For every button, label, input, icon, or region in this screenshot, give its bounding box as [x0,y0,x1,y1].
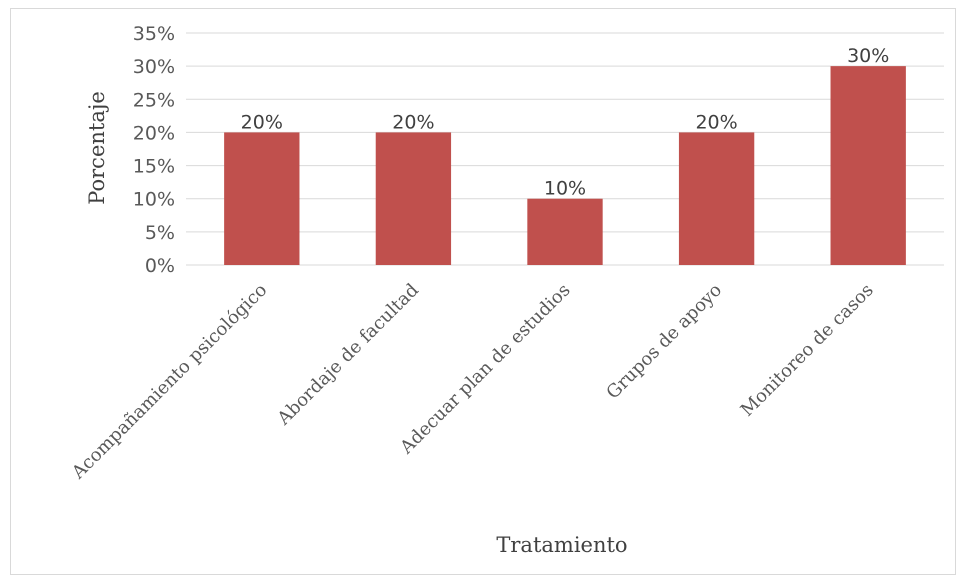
category-label: Monitoreo de casos [737,280,878,421]
category-label: Abordaje de facultad [273,280,423,430]
y-tick-label: 25% [133,89,175,111]
bar [224,132,300,265]
chart-frame [10,8,956,575]
bar [375,132,452,265]
y-tick-label: 5% [145,222,175,244]
y-tick-label: 0% [145,255,175,277]
category-label: Grupos de apoyo [602,280,726,404]
category-labels: Acompañamiento psicológico Abordaje de fa… [67,280,878,484]
bar [678,132,755,265]
data-labels: 20% 20% 10% 20% 30% [241,45,890,200]
data-label: 20% [392,111,434,133]
y-tick-label: 15% [133,156,175,178]
gridlines [186,32,944,266]
y-axis-title: Porcentaje [85,91,109,205]
category-label: Acompañamiento psicológico [67,280,271,484]
y-tick-label: 10% [133,189,175,211]
category-label: Adecuar plan de estudios [395,280,574,459]
y-tick-label: 30% [133,56,175,78]
x-axis-title: Tratamiento [496,533,627,557]
y-tick-labels: 0% 5% 10% 15% 20% 25% 30% 35% [133,23,175,277]
data-label: 20% [695,111,737,133]
bar [527,198,603,265]
bar [830,66,906,266]
y-tick-label: 20% [133,122,175,144]
data-label: 20% [241,111,283,133]
y-tick-label: 35% [133,23,175,45]
bars [224,66,906,266]
data-label: 30% [847,45,889,67]
data-label: 10% [544,178,586,200]
